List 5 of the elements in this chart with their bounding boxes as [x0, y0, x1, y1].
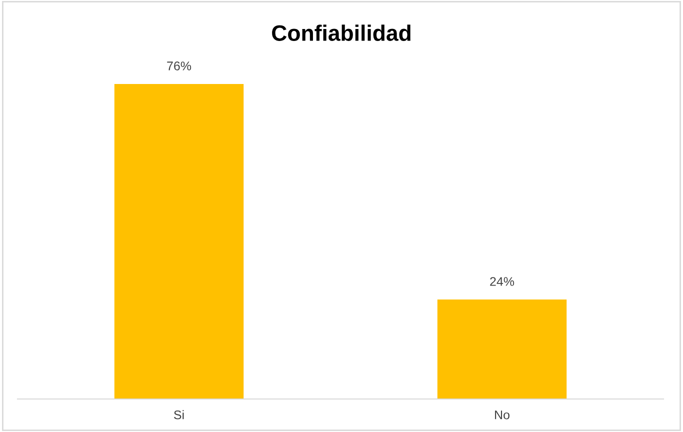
x-tick-label: No — [495, 410, 510, 420]
x-tick-label: Si — [174, 410, 184, 420]
data-label: 76% — [167, 62, 192, 70]
chart-title: Confiabilidad — [272, 24, 410, 41]
data-label: 24% — [490, 277, 514, 286]
